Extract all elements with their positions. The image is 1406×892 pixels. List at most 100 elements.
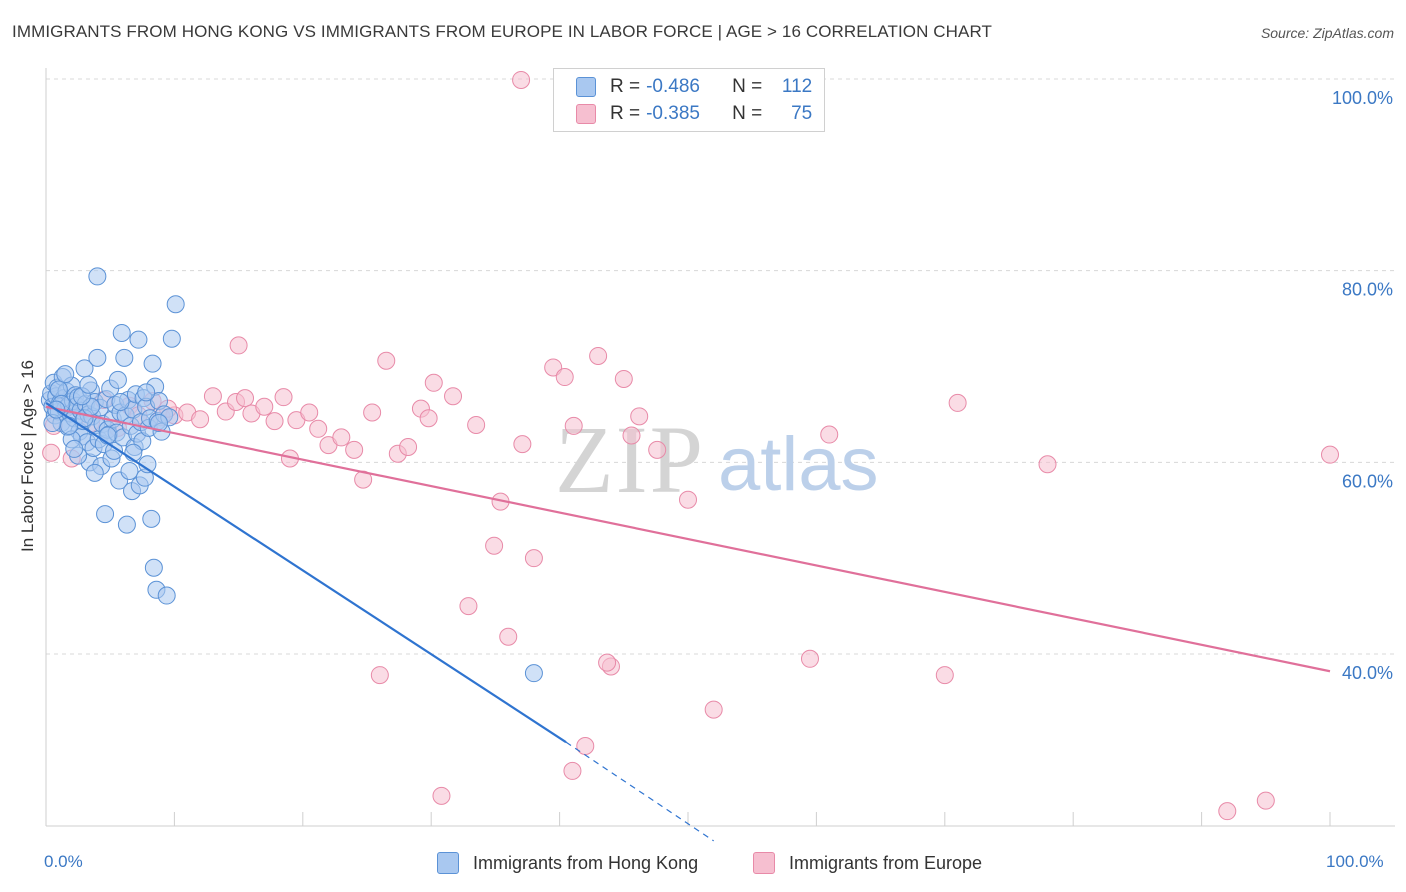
point-hongkong xyxy=(105,441,124,460)
point-europe xyxy=(459,597,478,616)
point-hongkong xyxy=(96,505,115,524)
bottom-legend-swatch-hk xyxy=(437,852,459,874)
series-hongkong-points xyxy=(40,267,543,683)
point-europe xyxy=(576,737,595,755)
watermark-atlas: atlas xyxy=(718,422,879,507)
point-europe xyxy=(345,440,364,459)
bottom-legend-swatch-eu xyxy=(753,852,775,874)
point-europe xyxy=(524,549,543,568)
point-europe xyxy=(598,653,617,672)
point-europe xyxy=(363,403,382,422)
point-europe xyxy=(1218,802,1237,821)
point-europe xyxy=(555,368,574,387)
point-europe xyxy=(648,440,667,459)
source-label: Source: ZipAtlas.com xyxy=(1260,25,1394,41)
trend-line-hongkong-extension xyxy=(565,741,715,842)
point-europe xyxy=(229,336,248,355)
point-europe xyxy=(704,700,723,719)
point-europe xyxy=(332,428,351,447)
point-europe xyxy=(614,369,633,388)
point-europe xyxy=(370,666,389,685)
point-hongkong xyxy=(56,365,75,384)
point-hongkong xyxy=(88,267,107,286)
point-europe xyxy=(935,666,954,685)
point-europe xyxy=(399,438,418,456)
point-europe xyxy=(203,387,222,406)
point-europe xyxy=(432,786,451,805)
point-hongkong xyxy=(108,370,127,389)
legend-row-hk: R = -0.486 N = 112 xyxy=(576,75,812,99)
point-hongkong xyxy=(88,348,107,367)
watermark: ZIP atlas xyxy=(555,406,879,513)
point-hongkong xyxy=(85,463,104,482)
point-europe xyxy=(265,412,284,431)
point-hongkong xyxy=(65,439,84,458)
x-tick-label-min: 0.0% xyxy=(44,852,83,871)
bottom-legend-label-hk: Immigrants from Hong Kong xyxy=(473,852,699,873)
point-hongkong xyxy=(79,375,98,394)
point-europe xyxy=(419,409,438,428)
point-europe xyxy=(564,416,583,435)
y-axis-label: In Labor Force | Age > 16 xyxy=(18,359,37,553)
legend-n-label: N = xyxy=(732,103,763,124)
legend-r-value-eu: -0.385 xyxy=(646,103,700,124)
point-europe xyxy=(309,419,328,438)
point-europe xyxy=(800,649,819,668)
point-hongkong xyxy=(60,416,79,435)
legend-row-eu: R = -0.385 N = 75 xyxy=(576,102,812,126)
point-hongkong xyxy=(166,295,185,314)
point-hongkong xyxy=(142,509,161,528)
point-hongkong xyxy=(120,461,139,480)
series-europe-points xyxy=(42,70,1339,821)
bottom-legend-eu: Immigrants from Europe xyxy=(753,852,982,874)
x-tick-label-max: 100.0% xyxy=(1326,852,1384,871)
bottom-legend-label-eu: Immigrants from Europe xyxy=(789,852,983,873)
point-europe xyxy=(236,389,255,408)
point-europe xyxy=(544,358,563,377)
point-europe xyxy=(424,373,443,392)
y-tick-label: 80.0% xyxy=(1342,280,1393,300)
point-europe xyxy=(1038,455,1057,474)
trend-line-europe xyxy=(45,405,1331,673)
point-hongkong xyxy=(115,348,134,367)
legend-r-label: R = xyxy=(610,76,641,97)
gridlines xyxy=(46,78,1395,655)
point-europe xyxy=(512,70,531,89)
trend-lines xyxy=(45,401,1331,842)
point-europe xyxy=(191,410,210,429)
point-europe xyxy=(1256,791,1275,810)
bottom-legend-hk: Immigrants from Hong Kong xyxy=(437,852,698,874)
point-europe xyxy=(42,443,61,462)
legend-n-value-hk: 112 xyxy=(781,76,813,97)
point-europe xyxy=(948,393,967,412)
point-europe xyxy=(563,761,582,780)
point-europe xyxy=(513,435,532,454)
point-hongkong xyxy=(137,383,156,402)
legend-swatch-eu xyxy=(576,104,596,124)
point-europe xyxy=(589,346,608,365)
point-europe xyxy=(274,388,293,407)
point-hongkong xyxy=(112,323,131,342)
point-hongkong xyxy=(149,414,168,433)
point-europe xyxy=(679,490,697,509)
point-europe xyxy=(377,351,396,370)
point-europe xyxy=(467,415,486,434)
point-hongkong xyxy=(144,558,163,577)
point-hongkong xyxy=(117,515,136,534)
point-europe xyxy=(255,397,274,416)
point-hongkong xyxy=(111,392,130,411)
point-hongkong xyxy=(162,329,181,348)
point-hongkong xyxy=(143,354,162,373)
point-hongkong xyxy=(129,330,148,349)
legend: R = -0.486 N = 112 R = -0.385 N = 75 xyxy=(553,68,825,132)
y-tick-label: 60.0% xyxy=(1342,471,1393,491)
y-tick-labels: 40.0% 60.0% 80.0% 100.0% xyxy=(1332,88,1393,683)
point-europe xyxy=(630,407,649,426)
point-europe xyxy=(622,426,641,445)
y-tick-label: 100.0% xyxy=(1332,88,1393,108)
point-europe xyxy=(300,403,319,422)
point-europe xyxy=(485,536,504,555)
point-hongkong xyxy=(524,664,543,683)
legend-n-label: N = xyxy=(732,76,763,97)
